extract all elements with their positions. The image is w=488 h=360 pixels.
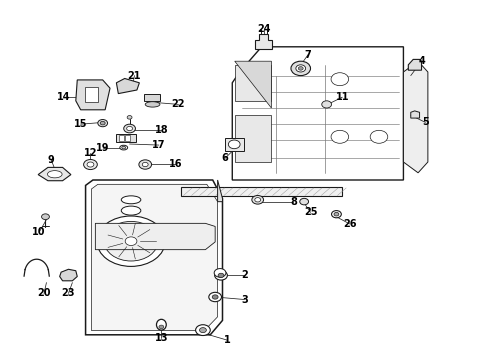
Polygon shape — [255, 34, 271, 49]
Polygon shape — [407, 59, 421, 70]
Text: 20: 20 — [37, 288, 51, 298]
Circle shape — [98, 120, 107, 127]
Text: 1: 1 — [224, 335, 230, 345]
Polygon shape — [181, 187, 342, 196]
Text: 7: 7 — [304, 50, 311, 60]
Circle shape — [254, 198, 260, 202]
Text: 3: 3 — [241, 294, 247, 305]
Text: 10: 10 — [32, 227, 46, 237]
Ellipse shape — [145, 102, 160, 107]
Circle shape — [199, 328, 206, 333]
Text: 25: 25 — [303, 207, 317, 217]
Polygon shape — [224, 138, 243, 151]
Circle shape — [218, 273, 224, 278]
Text: 15: 15 — [74, 119, 87, 129]
Text: 12: 12 — [83, 148, 97, 158]
Polygon shape — [403, 61, 427, 173]
Text: 19: 19 — [96, 143, 109, 153]
Text: 4: 4 — [417, 56, 424, 66]
Text: 17: 17 — [152, 140, 165, 150]
Circle shape — [100, 121, 105, 125]
Circle shape — [330, 73, 348, 86]
Circle shape — [298, 67, 303, 70]
Text: 21: 21 — [127, 71, 141, 81]
Circle shape — [321, 101, 331, 108]
Circle shape — [295, 65, 305, 72]
Circle shape — [251, 195, 263, 204]
Ellipse shape — [121, 196, 141, 204]
Polygon shape — [60, 269, 77, 281]
Circle shape — [87, 162, 94, 167]
Circle shape — [212, 295, 218, 299]
Circle shape — [299, 198, 308, 205]
Circle shape — [125, 237, 137, 246]
Text: 18: 18 — [154, 125, 168, 135]
Circle shape — [228, 140, 240, 149]
Circle shape — [83, 159, 97, 170]
Text: 23: 23 — [61, 288, 75, 298]
Circle shape — [331, 211, 341, 218]
Circle shape — [104, 221, 158, 261]
Text: 8: 8 — [289, 197, 296, 207]
Circle shape — [195, 325, 210, 336]
Text: 22: 22 — [171, 99, 185, 109]
Polygon shape — [76, 80, 110, 110]
Circle shape — [214, 271, 227, 280]
Circle shape — [333, 212, 338, 216]
Polygon shape — [217, 180, 222, 202]
Ellipse shape — [122, 147, 125, 149]
Circle shape — [208, 292, 221, 302]
Circle shape — [127, 116, 132, 119]
Text: 11: 11 — [335, 92, 348, 102]
Ellipse shape — [120, 145, 127, 150]
Circle shape — [330, 130, 348, 143]
Polygon shape — [116, 78, 139, 94]
Circle shape — [369, 130, 387, 143]
Circle shape — [41, 214, 49, 220]
Polygon shape — [144, 94, 160, 101]
Circle shape — [123, 124, 135, 133]
Circle shape — [126, 126, 132, 131]
Circle shape — [214, 269, 225, 277]
Ellipse shape — [156, 319, 166, 330]
Ellipse shape — [47, 171, 62, 178]
Polygon shape — [85, 180, 222, 335]
Text: 26: 26 — [342, 219, 356, 229]
Polygon shape — [410, 111, 419, 118]
Circle shape — [139, 160, 151, 169]
Circle shape — [97, 216, 165, 266]
Ellipse shape — [121, 206, 141, 215]
Circle shape — [159, 325, 163, 329]
Text: 16: 16 — [169, 159, 183, 169]
Circle shape — [142, 162, 148, 167]
Text: 9: 9 — [48, 155, 55, 165]
Bar — [119, 135, 123, 141]
Polygon shape — [95, 223, 215, 250]
Bar — [85, 87, 98, 102]
Polygon shape — [234, 115, 271, 162]
Polygon shape — [232, 47, 403, 180]
Text: 5: 5 — [421, 117, 428, 127]
Text: 2: 2 — [241, 270, 247, 280]
Text: 6: 6 — [221, 153, 228, 163]
Polygon shape — [234, 65, 271, 101]
Text: 13: 13 — [154, 333, 168, 343]
Polygon shape — [234, 61, 271, 108]
Text: 24: 24 — [257, 24, 270, 34]
Circle shape — [290, 61, 310, 76]
Polygon shape — [38, 167, 71, 181]
Polygon shape — [116, 134, 136, 142]
Bar — [125, 135, 130, 141]
Polygon shape — [91, 184, 217, 330]
Text: 14: 14 — [57, 92, 70, 102]
